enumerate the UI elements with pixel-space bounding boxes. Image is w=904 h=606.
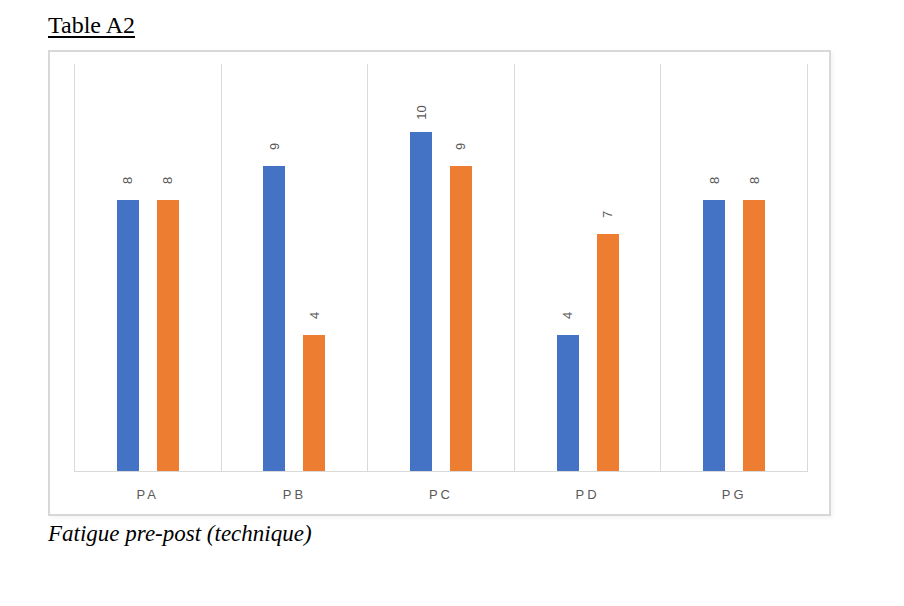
data-label-pre-pb: 9 <box>263 139 285 154</box>
data-label-post-pd: 7 <box>597 207 619 222</box>
category-pane-pg: 88PG <box>660 64 808 471</box>
category-pane-pd: 47PD <box>514 64 661 471</box>
data-label-post-pb: 4 <box>303 308 325 323</box>
data-label-post-pg: 8 <box>743 173 765 188</box>
data-label-pre-pa: 8 <box>117 173 139 188</box>
category-label-pd: PD <box>515 487 661 502</box>
bar-pre-pg <box>703 200 725 471</box>
category-label-pb: PB <box>222 487 368 502</box>
chart-caption: Fatigue pre-post (technique) <box>48 521 312 547</box>
data-label-post-pc: 9 <box>450 139 472 154</box>
bar-post-pc <box>450 166 472 471</box>
plot-area: 88PA94PB109PC47PD88PG <box>74 64 808 471</box>
data-label-pre-pg: 8 <box>703 173 725 188</box>
category-label-pg: PG <box>661 487 807 502</box>
bar-post-pb <box>303 335 325 471</box>
bar-post-pd <box>597 234 619 471</box>
category-pane-pb: 94PB <box>221 64 368 471</box>
bar-pre-pd <box>557 335 579 471</box>
data-label-pre-pd: 4 <box>557 308 579 323</box>
chart-frame: 8 8 PA 9 4 PB 10 9 PC 4 7 PD 8 8 PG <box>48 50 831 516</box>
data-label-pre-pc: 10 <box>410 105 432 120</box>
bar-post-pg <box>743 200 765 471</box>
category-pane-pc: 109PC <box>367 64 514 471</box>
category-label-pa: PA <box>75 487 221 502</box>
bar-pre-pb <box>263 166 285 471</box>
bar-post-pa <box>157 200 179 471</box>
category-label-pc: PC <box>368 487 514 502</box>
category-pane-pa: 88PA <box>74 64 221 471</box>
chart-title: Table A2 <box>48 12 135 39</box>
bar-pre-pa <box>117 200 139 471</box>
data-label-post-pa: 8 <box>157 173 179 188</box>
bar-pre-pc <box>410 132 432 471</box>
